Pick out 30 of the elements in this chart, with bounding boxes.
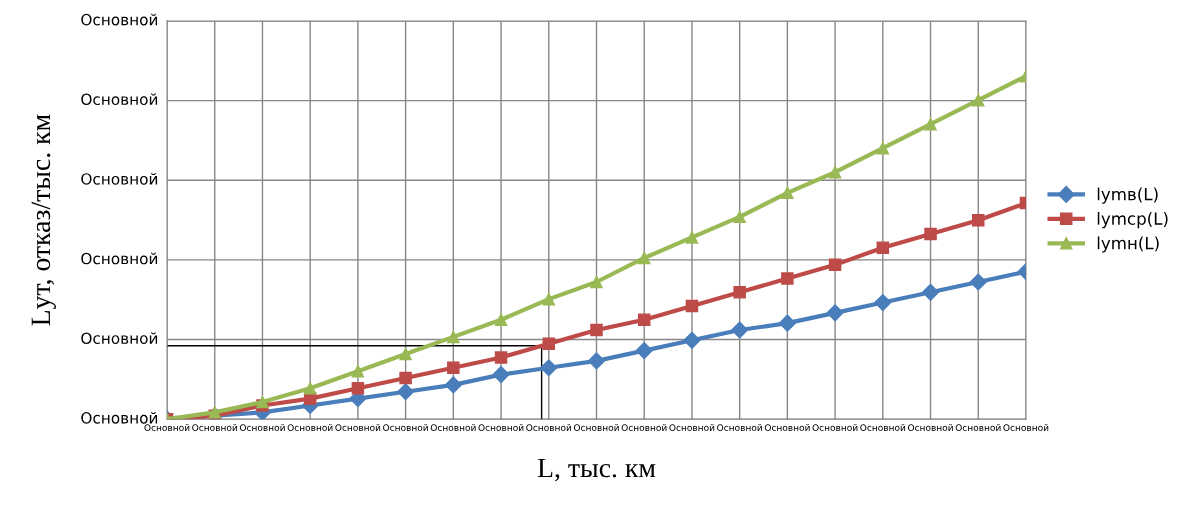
x-tick-label: Основной [621, 424, 667, 432]
x-tick-label: Основной [526, 424, 572, 432]
legend-label: lymв(L) [1097, 187, 1158, 204]
x-tick-label: Основной [383, 424, 428, 432]
legend-label: lymн(L) [1097, 236, 1159, 253]
text: Основной [81, 411, 158, 424]
text: Основной [81, 172, 158, 185]
x-tick-label: Основной [335, 424, 381, 432]
x-tick-label: Основной [430, 424, 476, 432]
x-tick-label: Основной [287, 424, 333, 432]
text: Основной [81, 13, 158, 26]
x-tick-label: Основной [239, 424, 285, 432]
y-axis-title: Lут, отказ/тыс. км [31, 114, 56, 326]
text: Основной [81, 252, 158, 265]
x-tick-label: Основной [955, 424, 1001, 432]
x-tick-label: Основной [192, 424, 237, 432]
text: Основной [81, 93, 158, 106]
x-tick-label: Основной [144, 424, 190, 432]
legend-label: lymср(L) [1097, 212, 1168, 229]
x-tick-label: Основной [860, 424, 906, 432]
x-tick-label: Основной [907, 424, 953, 432]
x-tick-label: Основной [478, 424, 524, 432]
x-tick-label: Основной [764, 424, 810, 432]
text: Основной [81, 332, 158, 344]
x-tick-label: Основной [1003, 424, 1049, 432]
x-tick-label: Основной [669, 424, 715, 432]
x-axis-title: L, тыс. км [537, 458, 656, 482]
x-tick-label: Основной [717, 424, 762, 432]
x-tick-label: Основной [573, 424, 619, 432]
x-tick-label: Основной [812, 424, 858, 432]
